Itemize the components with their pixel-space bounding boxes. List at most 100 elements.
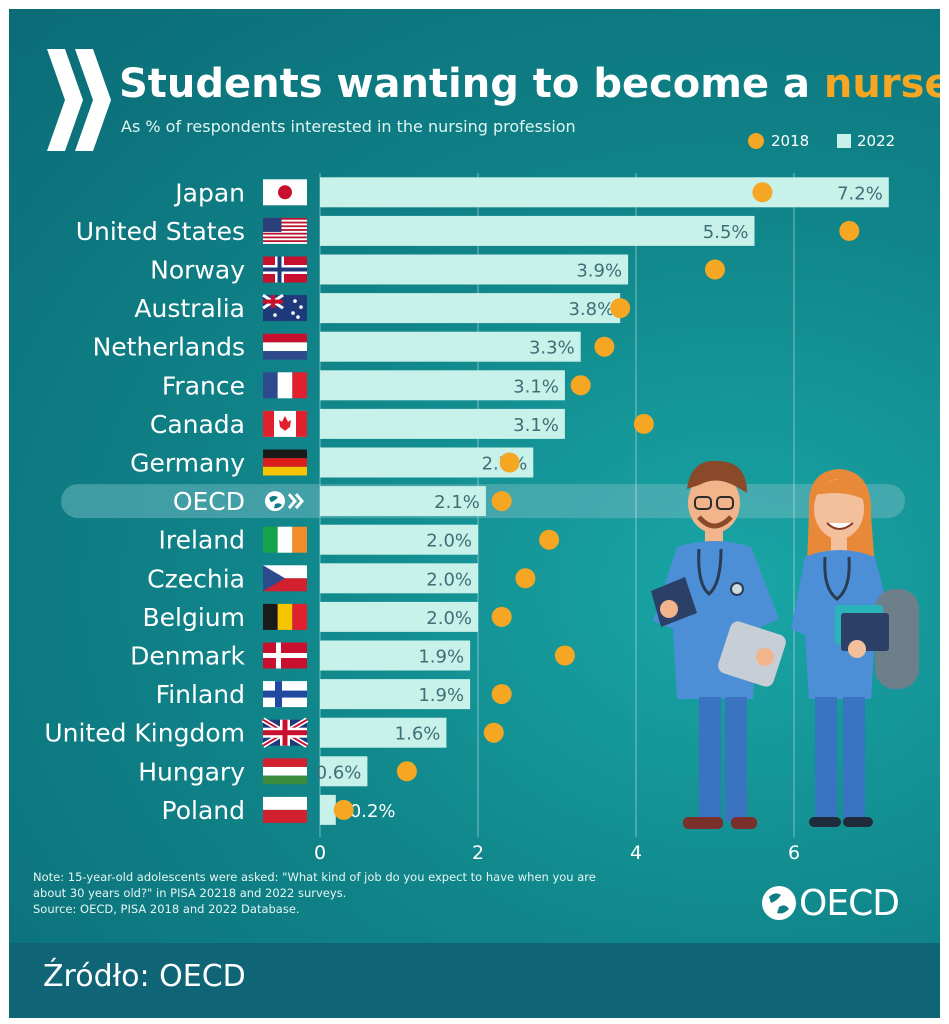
- chart-subtitle: As % of respondents interested in the nu…: [121, 117, 576, 136]
- bar-2022: [320, 486, 486, 517]
- bar-2022: [320, 640, 471, 671]
- bar-value-label: 1.9%: [418, 685, 464, 706]
- nurses-illustration: [651, 460, 919, 829]
- bar-2022: [320, 563, 478, 594]
- bar-2022: [320, 177, 889, 208]
- x-tick-label: 2: [472, 842, 484, 864]
- bar-value-label: 2.0%: [426, 531, 472, 552]
- belgium-flag: [263, 603, 307, 630]
- bar-value-label: 3.1%: [513, 376, 559, 397]
- dot-2018: [570, 375, 591, 396]
- legend-2018-dot: [748, 133, 764, 149]
- legend-2018-label: 2018: [771, 132, 810, 150]
- dot-2018: [633, 413, 654, 434]
- bar-2022: [320, 331, 581, 362]
- dot-2018: [491, 606, 512, 627]
- australia-flag: [262, 293, 307, 322]
- infographic-card: Students wanting to become a nurse As % …: [9, 9, 940, 943]
- bar-2022: [320, 717, 447, 748]
- dot-2018: [839, 220, 860, 241]
- male-nurse-figure: [651, 460, 786, 829]
- netherlands-flag: [263, 333, 307, 360]
- source-footer: Źródło: OECD: [9, 943, 940, 1018]
- source-credit: Źródło: OECD: [43, 959, 246, 994]
- category-label: Canada: [150, 410, 245, 439]
- note-line-1: Note: 15-year-old adolescents were asked…: [33, 870, 596, 884]
- bar-2022: [320, 756, 368, 787]
- dot-2018: [594, 336, 615, 357]
- category-label: United Kingdom: [44, 719, 245, 748]
- category-label: Germany: [130, 449, 245, 478]
- bar-value-label: 3.9%: [576, 261, 622, 282]
- bar-value-label: 0.6%: [316, 762, 362, 783]
- chart-notes: Note: 15-year-old adolescents were asked…: [33, 869, 733, 917]
- category-label: Japan: [173, 178, 245, 207]
- dot-2018: [396, 761, 417, 782]
- category-label: Netherlands: [93, 333, 245, 362]
- dot-2018: [333, 799, 354, 820]
- bar-2022: [320, 447, 534, 478]
- chevrons-logo-icon: [47, 49, 111, 151]
- dot-2018: [610, 298, 631, 319]
- finland-flag: [263, 681, 307, 708]
- category-label: Australia: [134, 294, 245, 323]
- category-label: Czechia: [147, 564, 245, 593]
- oecd-brand-icon: [762, 886, 796, 920]
- bar-value-label: 2.1%: [434, 492, 480, 513]
- bar-2022: [320, 679, 471, 710]
- bar-2022: [320, 215, 755, 246]
- dot-2018: [554, 645, 575, 666]
- dot-2018: [705, 259, 725, 280]
- dot-2018: [752, 182, 773, 203]
- oecd-logo-icon: [265, 491, 304, 512]
- category-label: Belgium: [143, 603, 246, 632]
- dot-2018: [499, 452, 520, 473]
- denmark-flag: [263, 642, 307, 669]
- dot-2018: [515, 568, 536, 589]
- oecd-brand-text: OECD: [799, 883, 900, 924]
- title-highlight: nurse: [823, 61, 940, 107]
- japan-flag: [263, 179, 307, 206]
- bar-value-label: 7.2%: [837, 183, 883, 204]
- dot-2018: [483, 722, 504, 743]
- usa-flag: [263, 217, 307, 244]
- dot-2018: [491, 684, 512, 705]
- bar-value-label: 1.6%: [395, 724, 441, 745]
- bar-2022: [320, 524, 478, 555]
- norway-flag: [263, 256, 307, 283]
- dot-2018: [539, 529, 560, 550]
- bar-2022: [320, 601, 478, 632]
- bar-2022: [320, 408, 565, 439]
- source-line: Source: OECD, PISA 2018 and 2022 Databas…: [33, 902, 300, 916]
- canada-flag: [263, 410, 307, 437]
- hungary-flag: [263, 758, 307, 785]
- category-label: Ireland: [159, 526, 245, 555]
- female-nurse-figure: [791, 469, 919, 827]
- note-line-2: about 30 years old?" in PISA 20218 and 2…: [33, 886, 347, 900]
- bar-value-label: 5.5%: [703, 222, 749, 243]
- bar-value-label: 3.3%: [529, 338, 575, 359]
- france-flag: [263, 372, 307, 399]
- category-label: OECD: [173, 487, 245, 516]
- bar-value-label: 0.2%: [350, 801, 396, 822]
- category-label: Norway: [150, 256, 245, 285]
- dot-2018: [491, 491, 512, 512]
- bar-value-label: 2.0%: [426, 569, 472, 590]
- bar-2022: [320, 293, 621, 324]
- legend-2022-label: 2022: [857, 132, 896, 150]
- czechia-flag: [263, 565, 307, 592]
- poland-flag: [263, 796, 307, 823]
- bar-value-label: 1.9%: [418, 647, 464, 668]
- bar-chart: 7.2%5.5%3.9%3.8%3.3%3.1%3.1%2.7%2.1%2.0%…: [44, 173, 919, 864]
- category-label: Finland: [156, 680, 245, 709]
- bar-2022: [320, 794, 336, 825]
- chart-title: Students wanting to become a nurse: [119, 61, 940, 107]
- category-label: France: [162, 371, 245, 400]
- ireland-flag: [263, 526, 307, 553]
- category-label: Hungary: [138, 757, 245, 786]
- x-tick-label: 6: [788, 842, 800, 864]
- bar-2022: [320, 254, 629, 285]
- category-label: Poland: [162, 796, 245, 825]
- x-tick-label: 0: [314, 842, 326, 864]
- uk-flag: [261, 717, 309, 748]
